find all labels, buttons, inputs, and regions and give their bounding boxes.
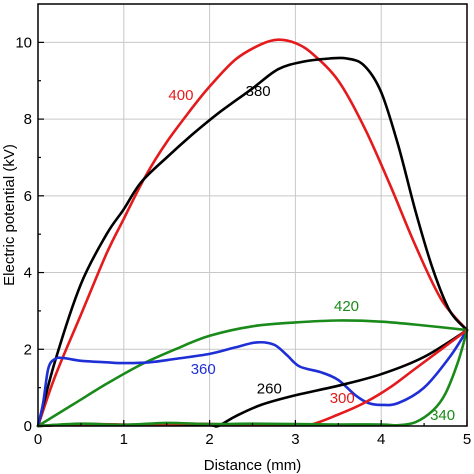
y-tick-label: 10: [15, 34, 32, 51]
y-tick-label: 4: [24, 265, 32, 282]
series-line-300: [36, 328, 469, 428]
series-line-420: [36, 319, 469, 428]
grid: [38, 4, 467, 426]
y-tick-label: 6: [24, 188, 32, 205]
axis-ticks: 0 1 2 3 4 5 0 2 4 6 8 10: [15, 34, 471, 448]
series-label-380: 380: [246, 83, 271, 100]
series-label-260: 260: [257, 380, 282, 397]
x-tick-label: 1: [120, 431, 128, 448]
y-tick-label: 8: [24, 111, 32, 128]
series-line-380: [36, 56, 469, 428]
x-tick-label: 2: [205, 431, 213, 448]
series-label-340: 340: [430, 407, 455, 424]
series-line-400: [36, 38, 469, 428]
x-tick-label: 0: [34, 431, 42, 448]
x-tick-label: 4: [377, 431, 385, 448]
series-label-400: 400: [168, 87, 193, 104]
x-tick-label: 3: [291, 431, 299, 448]
x-tick-label: 5: [463, 431, 471, 448]
y-tick-label: 2: [24, 341, 32, 358]
x-axis-label: Distance (mm): [204, 457, 302, 474]
series-label-300: 300: [330, 390, 355, 407]
series-line-360: [36, 328, 469, 428]
series-label-420: 420: [334, 298, 359, 315]
y-axis-label: Electric potential (kV): [1, 144, 18, 286]
series-annotations: 400 380 420 360 260 300 340: [168, 83, 455, 424]
y-tick-label: 0: [24, 418, 32, 435]
series-label-360: 360: [191, 361, 216, 378]
